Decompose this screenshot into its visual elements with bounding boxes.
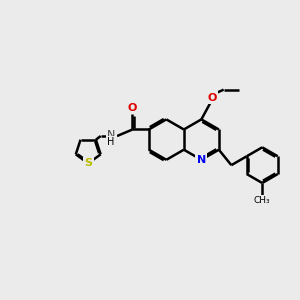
Text: S: S — [84, 158, 92, 168]
Text: H: H — [107, 137, 115, 147]
Text: O: O — [128, 103, 137, 113]
Text: CH₃: CH₃ — [254, 196, 271, 205]
Text: O: O — [208, 93, 217, 103]
Text: N: N — [197, 155, 206, 165]
Text: N: N — [107, 130, 115, 140]
